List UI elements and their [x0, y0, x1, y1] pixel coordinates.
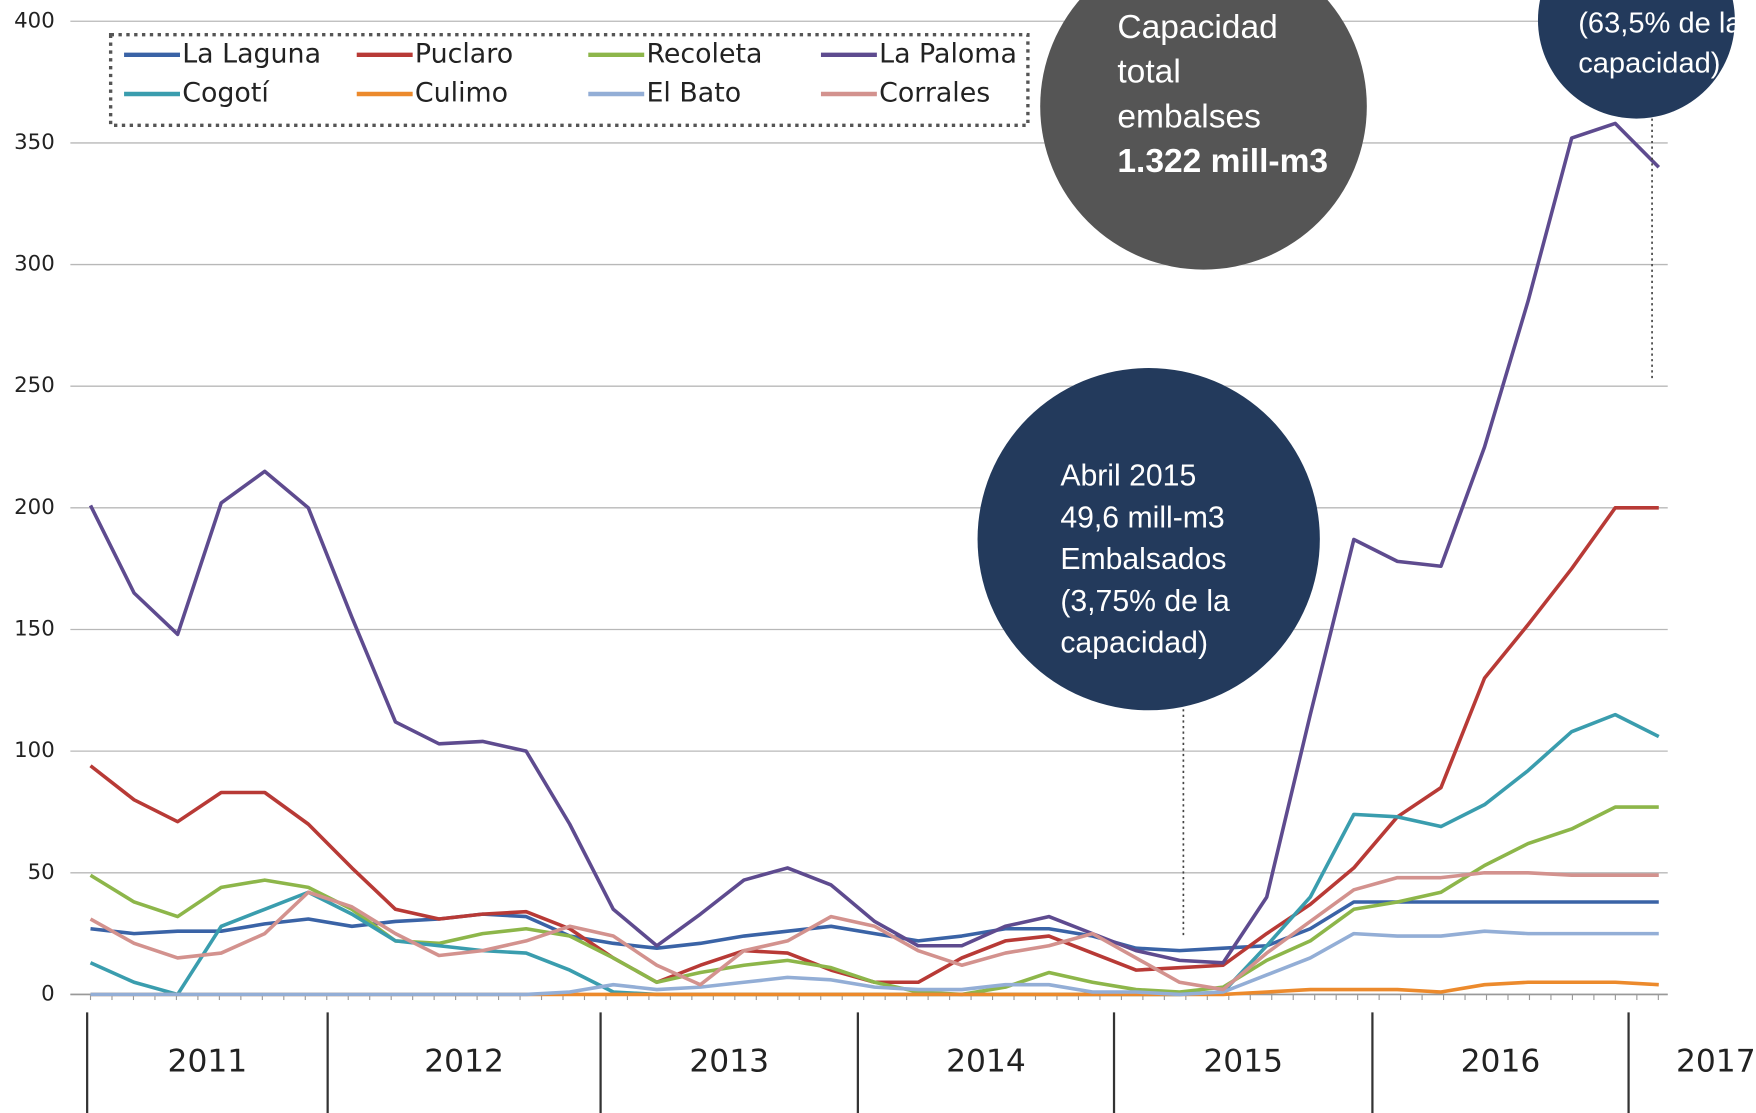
x-tick-label: 2011 [168, 1044, 248, 1080]
legend-box [108, 32, 1030, 127]
legend-label: Recoleta [646, 38, 762, 69]
x-tick-label: 2013 [689, 1044, 769, 1080]
y-tick-label: 0 [41, 981, 55, 1006]
x-tick-label: 2015 [1203, 1044, 1283, 1080]
annotation-text: Abril 2015 [1060, 460, 1196, 493]
annotation-text: total [1117, 54, 1180, 91]
legend-label: La Paloma [879, 38, 1017, 69]
y-tick-label: 200 [14, 495, 55, 520]
legend-label: La Laguna [182, 38, 321, 69]
y-tick-label: 350 [14, 130, 55, 155]
annotation-text: Embalsados [1060, 543, 1226, 576]
legend-label: Culimo [415, 77, 508, 108]
x-tick-label: 2014 [946, 1044, 1026, 1080]
y-tick-label: 150 [14, 616, 55, 641]
annotation-text: capacidad) [1578, 48, 1720, 80]
series-line [88, 121, 1661, 965]
legend-label: Puclaro [415, 38, 513, 69]
series-line [89, 712, 1660, 997]
legend-label: El Bato [646, 77, 741, 108]
annotation-text: embalses [1117, 98, 1261, 135]
legend-label: Cogotí [182, 77, 270, 108]
series-line [90, 929, 1659, 997]
annotation-text: 49,6 mill-m3 [1060, 501, 1224, 534]
annotation-text: 1.322 mill-m3 [1117, 143, 1328, 180]
annotation-bubble [1040, 0, 1367, 270]
annotation-text: capacidad) [1060, 627, 1208, 660]
x-tick-label: 2012 [424, 1044, 504, 1080]
y-tick-label: 50 [28, 860, 55, 885]
x-tick-label: 2016 [1461, 1044, 1541, 1080]
annotation-text: Capacidad [1117, 9, 1277, 46]
series-line [89, 506, 1659, 985]
series-line [89, 805, 1659, 997]
x-tick-label: 2017 [1676, 1044, 1756, 1080]
y-tick-label: 250 [14, 373, 55, 398]
y-tick-label: 400 [14, 8, 55, 33]
y-tick-label: 100 [14, 738, 55, 763]
annotation-bubble [1537, 0, 1735, 119]
legend-label: Corrales [879, 77, 990, 108]
annotation-text: (3,75% de la [1060, 585, 1230, 618]
annotation-text: (63,5% de la [1578, 7, 1742, 39]
y-tick-label: 300 [14, 252, 55, 277]
annotation-bubble [977, 368, 1320, 711]
series-line [89, 870, 1659, 992]
